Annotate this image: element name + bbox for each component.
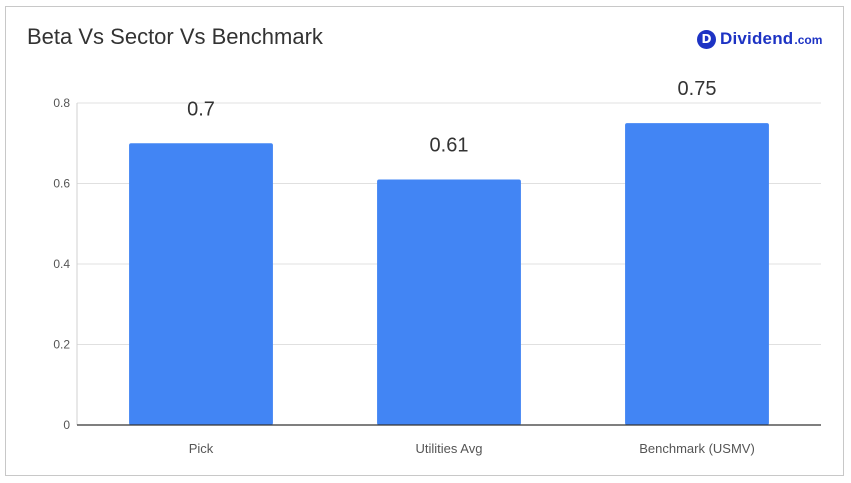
- x-tick-label: Pick: [189, 441, 214, 456]
- bar: [377, 179, 521, 425]
- y-tick-label: 0.2: [53, 338, 70, 352]
- logo-badge-icon: D: [697, 29, 716, 49]
- data-label: 0.75: [678, 78, 717, 100]
- logo-name: Dividend: [720, 29, 794, 48]
- x-tick-label: Benchmark (USMV): [639, 441, 755, 456]
- y-tick-label: 0: [63, 418, 70, 432]
- dividend-logo[interactable]: D Dividend .com: [697, 29, 822, 49]
- y-tick-label: 0.4: [53, 257, 70, 271]
- bar: [625, 123, 769, 425]
- data-label: 0.7: [187, 98, 215, 120]
- y-tick-label: 0.8: [53, 96, 70, 110]
- y-tick-label: 0.6: [53, 177, 70, 191]
- data-label: 0.61: [430, 134, 469, 156]
- x-tick-label: Utilities Avg: [416, 441, 483, 456]
- bar: [129, 143, 273, 425]
- chart-title: Beta Vs Sector Vs Benchmark: [27, 24, 323, 49]
- logo-suffix: .com: [794, 33, 823, 47]
